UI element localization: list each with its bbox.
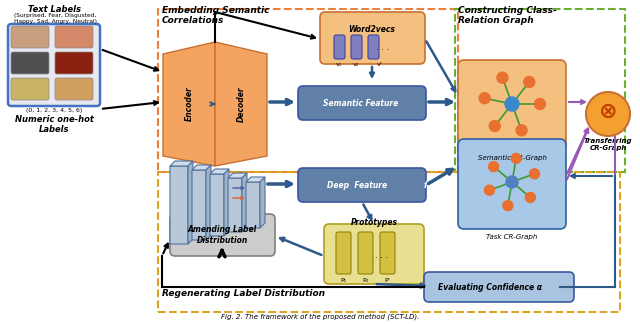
Circle shape (516, 125, 527, 136)
Circle shape (505, 97, 519, 111)
FancyBboxPatch shape (11, 52, 49, 74)
Circle shape (484, 185, 495, 195)
Circle shape (511, 153, 521, 163)
FancyBboxPatch shape (11, 78, 49, 100)
FancyBboxPatch shape (351, 35, 362, 59)
Circle shape (488, 162, 499, 172)
Text: Evaluating Confidence α: Evaluating Confidence α (438, 283, 542, 292)
Circle shape (497, 72, 508, 83)
Text: f: f (423, 180, 427, 190)
Bar (158, 9, 458, 172)
Text: Task CR-Graph: Task CR-Graph (486, 234, 538, 240)
Text: Transferring
CR-Graph: Transferring CR-Graph (584, 138, 632, 151)
Circle shape (506, 176, 518, 188)
Text: (Surprised, Fear, Disgusted,
Happy, Sad, Angry, Neutral): (Surprised, Fear, Disgusted, Happy, Sad,… (13, 13, 97, 24)
Text: Pᶜ: Pᶜ (384, 278, 390, 283)
FancyBboxPatch shape (334, 35, 345, 59)
Text: (0, 1, 2, 3, 4, 5, 6): (0, 1, 2, 3, 4, 5, 6) (26, 108, 82, 113)
FancyBboxPatch shape (11, 26, 49, 48)
Polygon shape (192, 165, 211, 170)
Bar (158, 172, 620, 312)
FancyBboxPatch shape (246, 182, 260, 228)
Polygon shape (215, 42, 267, 166)
Polygon shape (163, 42, 215, 166)
FancyBboxPatch shape (228, 178, 242, 232)
Text: Semantic Feature: Semantic Feature (323, 98, 401, 108)
Polygon shape (224, 169, 229, 236)
FancyBboxPatch shape (458, 139, 566, 229)
Text: Word2vecs: Word2vecs (349, 26, 396, 34)
Text: P₁: P₁ (340, 278, 346, 283)
FancyBboxPatch shape (336, 232, 351, 274)
Polygon shape (228, 173, 247, 178)
Circle shape (503, 201, 513, 211)
FancyBboxPatch shape (368, 35, 379, 59)
Text: . . .: . . . (376, 251, 388, 260)
FancyBboxPatch shape (358, 232, 373, 274)
Text: v₂: v₂ (353, 62, 359, 67)
Text: P₂: P₂ (362, 278, 368, 283)
FancyBboxPatch shape (298, 168, 426, 202)
Polygon shape (206, 165, 211, 240)
Circle shape (586, 92, 630, 136)
Circle shape (525, 192, 536, 202)
Circle shape (529, 169, 540, 179)
FancyBboxPatch shape (424, 272, 574, 302)
Polygon shape (242, 173, 247, 232)
Text: Encoder: Encoder (184, 87, 193, 122)
Text: Semantic CR-Graph: Semantic CR-Graph (477, 155, 547, 161)
Polygon shape (246, 177, 265, 182)
Text: ⊗: ⊗ (598, 102, 618, 122)
Text: Decoder: Decoder (237, 86, 246, 122)
Text: g: g (427, 98, 433, 108)
Text: v₁: v₁ (336, 62, 342, 67)
FancyBboxPatch shape (320, 12, 425, 64)
Text: Text Labels: Text Labels (29, 5, 81, 14)
Text: Fig. 2. The framework of the proposed method (SCT-LD).: Fig. 2. The framework of the proposed me… (221, 313, 419, 320)
FancyBboxPatch shape (324, 224, 424, 284)
Circle shape (534, 98, 545, 110)
FancyBboxPatch shape (8, 24, 100, 106)
Text: Regenerating Label Distribution: Regenerating Label Distribution (162, 289, 325, 298)
Text: Amending Label
Distribution: Amending Label Distribution (188, 225, 257, 245)
FancyBboxPatch shape (298, 86, 426, 120)
Bar (455, 9, 625, 172)
Polygon shape (170, 161, 193, 166)
FancyBboxPatch shape (380, 232, 395, 274)
Text: Embedding Semantic
Correlations: Embedding Semantic Correlations (162, 6, 269, 25)
FancyBboxPatch shape (192, 170, 206, 240)
FancyBboxPatch shape (458, 60, 566, 150)
Text: Numeric one-hot
Labels: Numeric one-hot Labels (15, 115, 93, 134)
FancyBboxPatch shape (55, 52, 93, 74)
Circle shape (524, 76, 535, 87)
FancyBboxPatch shape (170, 166, 188, 244)
Text: Deep  Feature: Deep Feature (326, 180, 389, 190)
Polygon shape (188, 161, 193, 244)
Polygon shape (210, 169, 229, 174)
Text: Constructing Class-
Relation Graph: Constructing Class- Relation Graph (458, 6, 557, 25)
FancyBboxPatch shape (55, 78, 93, 100)
Circle shape (479, 93, 490, 104)
FancyBboxPatch shape (210, 174, 224, 236)
Polygon shape (260, 177, 265, 228)
Circle shape (489, 121, 500, 132)
FancyBboxPatch shape (55, 26, 93, 48)
Text: . . .: . . . (376, 42, 390, 52)
FancyBboxPatch shape (170, 214, 275, 256)
Text: vᶜ: vᶜ (377, 62, 383, 67)
Text: Prototypes: Prototypes (351, 218, 397, 227)
